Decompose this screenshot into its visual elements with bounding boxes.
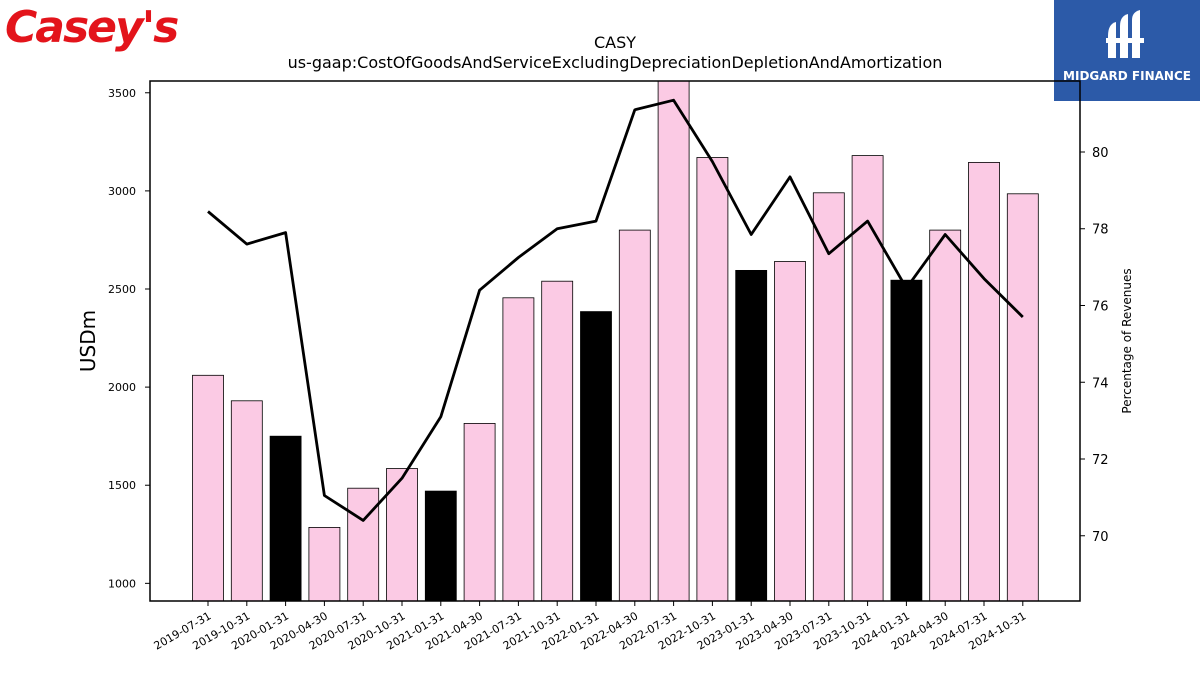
y-tick-label: 3500 xyxy=(108,87,136,100)
bar-2020-04-30 xyxy=(308,527,341,602)
chart-title: CASY xyxy=(594,33,636,52)
y-axis-right: 70 72 74 76 78 80 xyxy=(1080,146,1109,545)
bar-2019-10-31 xyxy=(230,400,263,602)
y2-tick-label: 70 xyxy=(1092,530,1109,545)
percentage-line xyxy=(207,98,1024,522)
midgard-logo-icon xyxy=(1106,10,1144,58)
bar-group xyxy=(192,80,1039,602)
x-axis: 2019-07-312019-10-312020-01-312020-04-30… xyxy=(152,601,1028,653)
bar-2024-01-31 xyxy=(890,279,923,602)
bar-2024-04-30 xyxy=(929,229,962,602)
y-tick-label: 1500 xyxy=(108,479,136,492)
bar-2023-04-30 xyxy=(774,261,806,602)
y2-tick-label: 80 xyxy=(1092,146,1109,161)
y2-tick-label: 78 xyxy=(1092,223,1109,238)
y-axis-left: 1000 1500 2000 2500 3000 3500 xyxy=(108,87,150,590)
y2-tick-label: 76 xyxy=(1092,300,1109,315)
bar-2024-10-31 xyxy=(1006,193,1039,602)
y-tick-label: 1000 xyxy=(108,577,136,590)
bar-2021-01-31 xyxy=(424,490,457,602)
bar-2020-07-31 xyxy=(347,487,380,602)
bar-2019-07-31 xyxy=(192,374,224,602)
y2-tick-label: 72 xyxy=(1092,453,1109,468)
bar-2022-07-31 xyxy=(657,80,690,602)
y2-tick-label: 74 xyxy=(1092,376,1109,391)
bar-2022-04-30 xyxy=(618,229,651,602)
y2-axis-label: Percentage of Revenues xyxy=(1120,268,1134,413)
bar-2022-10-31 xyxy=(696,157,729,602)
bar-2021-07-31 xyxy=(502,297,535,602)
line-group xyxy=(207,98,1024,522)
y-tick-label: 2000 xyxy=(108,381,136,394)
bar-2023-01-31 xyxy=(735,269,768,602)
bar-2023-07-31 xyxy=(812,192,845,602)
y-tick-label: 3000 xyxy=(108,185,136,198)
y-axis-label: USDm xyxy=(76,310,100,372)
bar-2021-10-31 xyxy=(541,280,574,602)
bar-2020-01-31 xyxy=(269,435,302,602)
plot-frame xyxy=(149,80,1081,602)
bar-2021-04-30 xyxy=(463,422,496,602)
partner-name: MIDGARD FINANCE xyxy=(1063,69,1191,83)
chart-subtitle: us-gaap:CostOfGoodsAndServiceExcludingDe… xyxy=(288,53,943,72)
bar-2022-01-31 xyxy=(580,311,612,602)
y-tick-label: 2500 xyxy=(108,283,136,296)
bar-2024-07-31 xyxy=(968,161,1000,602)
midgard-finance-logo: MIDGARD FINANCE xyxy=(1054,0,1200,101)
caseys-logo: Casey's xyxy=(5,2,179,53)
